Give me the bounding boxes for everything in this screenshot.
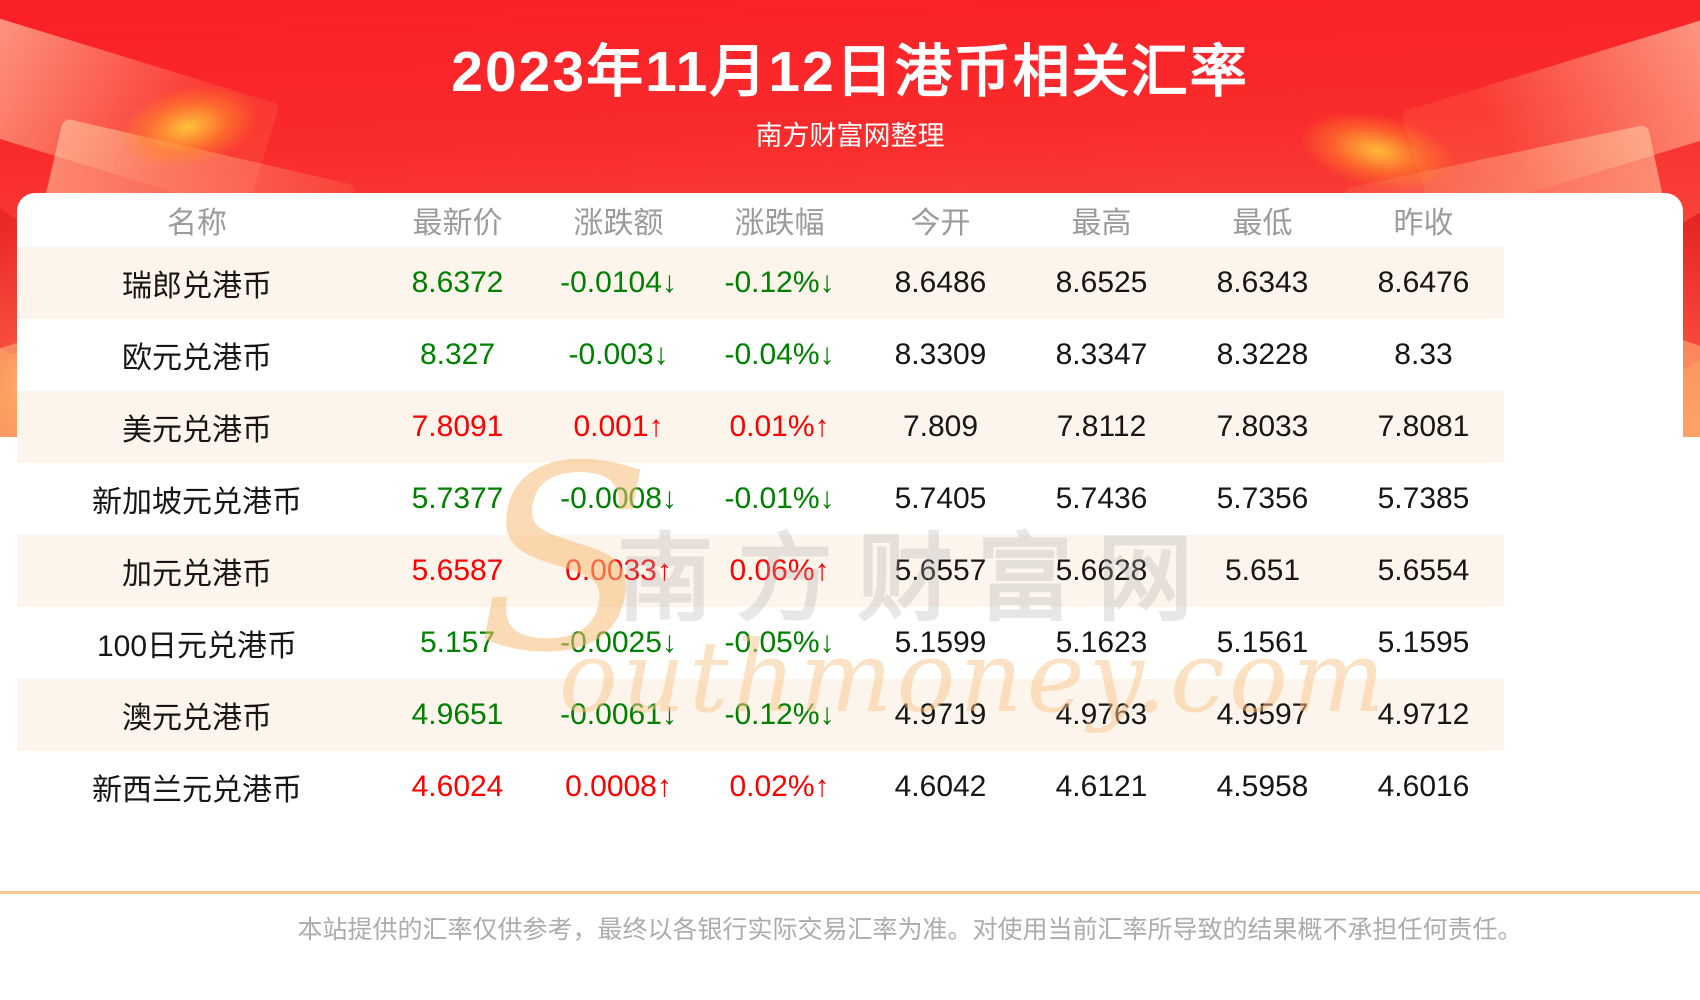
change-amount: -0.0008↓ [560, 482, 677, 515]
open-price: 4.6042 [894, 770, 987, 803]
low-price: 8.6343 [1216, 266, 1309, 299]
currency-pair-name: 瑞郎兑港币 [122, 270, 272, 303]
table-row: 新加坡元兑港币 5.7377 -0.0008↓ -0.01%↓ 5.7405 5… [17, 463, 1504, 535]
change-amount: -0.003↓ [568, 338, 669, 371]
column-header-high: 最高 [1071, 207, 1132, 240]
column-header-low: 最低 [1232, 207, 1293, 240]
high-price: 4.9763 [1055, 698, 1148, 731]
table-row: 欧元兑港币 8.327 -0.003↓ -0.04%↓ 8.3309 8.334… [17, 319, 1504, 391]
latest-price: 5.157 [419, 626, 496, 659]
low-price: 5.651 [1224, 554, 1301, 587]
high-price: 4.6121 [1055, 770, 1148, 803]
column-header-latest: 最新价 [412, 207, 503, 240]
change-percent: 0.02%↑ [729, 770, 830, 803]
change-percent: 0.01%↑ [729, 410, 830, 443]
column-header-name: 名称 [167, 207, 227, 240]
low-price: 7.8033 [1216, 410, 1309, 443]
prev-close-price: 8.33 [1394, 338, 1453, 371]
low-price: 8.3228 [1216, 338, 1309, 371]
table-row: 新西兰元兑港币 4.6024 0.0008↑ 0.02%↑ 4.6042 4.6… [17, 751, 1504, 823]
latest-price: 5.6587 [411, 554, 504, 587]
prev-close-price: 4.6016 [1377, 770, 1470, 803]
change-percent: -0.05%↓ [724, 626, 835, 659]
change-percent: -0.12%↓ [724, 266, 835, 299]
change-amount: -0.0061↓ [560, 698, 677, 731]
low-price: 4.5958 [1216, 770, 1309, 803]
low-price: 5.7356 [1216, 482, 1309, 515]
change-amount: 0.001↑ [573, 410, 664, 443]
open-price: 4.9719 [894, 698, 987, 731]
change-percent: -0.12%↓ [724, 698, 835, 731]
table-row: 澳元兑港币 4.9651 -0.0061↓ -0.12%↓ 4.9719 4.9… [17, 679, 1504, 751]
high-price: 8.3347 [1055, 338, 1148, 371]
rates-card: 名称 最新价 涨跌额 涨跌幅 今开 最高 最低 昨收 瑞郎兑港币 8.6372 … [17, 193, 1683, 823]
high-price: 8.6525 [1055, 266, 1148, 299]
high-price: 7.8112 [1056, 410, 1147, 443]
rates-table: 名称 最新价 涨跌额 涨跌幅 今开 最高 最低 昨收 瑞郎兑港币 8.6372 … [17, 193, 1504, 823]
footer-disclaimer: 本站提供的汇率仅供参考，最终以各银行实际交易汇率为准。对使用当前汇率所导致的结果… [297, 916, 1523, 944]
currency-pair-name: 欧元兑港币 [122, 342, 272, 375]
column-header-prev-close: 昨收 [1393, 207, 1454, 240]
page-subtitle: 南方财富网整理 [755, 121, 945, 151]
currency-pair-name: 新西兰元兑港币 [92, 774, 302, 807]
column-header-change: 涨跌额 [573, 207, 664, 240]
page-title: 2023年11月12日港币相关汇率 [451, 40, 1249, 104]
prev-close-price: 8.6476 [1377, 266, 1470, 299]
prev-close-price: 5.6554 [1377, 554, 1470, 587]
change-percent: 0.06%↑ [729, 554, 830, 587]
open-price: 5.1599 [894, 626, 987, 659]
open-price: 5.6557 [894, 554, 987, 587]
currency-pair-name: 加元兑港币 [122, 558, 272, 591]
change-percent: -0.01%↓ [724, 482, 835, 515]
change-amount: 0.0033↑ [565, 554, 672, 587]
table-row: 美元兑港币 7.8091 0.001↑ 0.01%↑ 7.809 7.8112 … [17, 391, 1504, 463]
high-price: 5.1623 [1055, 626, 1148, 659]
high-price: 5.7436 [1055, 482, 1148, 515]
low-price: 4.9597 [1216, 698, 1309, 731]
column-header-open: 今开 [910, 207, 971, 240]
latest-price: 4.9651 [411, 698, 504, 731]
footer-divider [0, 891, 1700, 894]
prev-close-price: 5.1595 [1377, 626, 1470, 659]
table-row: 100日元兑港币 5.157 -0.0025↓ -0.05%↓ 5.1599 5… [17, 607, 1504, 679]
open-price: 8.6486 [894, 266, 987, 299]
latest-price: 7.8091 [411, 410, 504, 443]
high-price: 5.6628 [1055, 554, 1148, 587]
change-amount: -0.0104↓ [560, 266, 677, 299]
low-price: 5.1561 [1216, 626, 1309, 659]
prev-close-price: 7.8081 [1377, 410, 1470, 443]
latest-price: 5.7377 [411, 482, 504, 515]
table-header-row: 名称 最新价 涨跌额 涨跌幅 今开 最高 最低 昨收 [17, 193, 1504, 247]
change-amount: 0.0008↑ [565, 770, 672, 803]
table-row: 加元兑港币 5.6587 0.0033↑ 0.06%↑ 5.6557 5.662… [17, 535, 1504, 607]
table-row: 瑞郎兑港币 8.6372 -0.0104↓ -0.12%↓ 8.6486 8.6… [17, 247, 1504, 319]
open-price: 5.7405 [894, 482, 987, 515]
currency-pair-name: 美元兑港币 [122, 414, 272, 447]
column-header-change-pct: 涨跌幅 [734, 207, 825, 240]
prev-close-price: 4.9712 [1377, 698, 1470, 731]
currency-pair-name: 澳元兑港币 [122, 702, 272, 735]
currency-pair-name: 100日元兑港币 [96, 630, 298, 663]
latest-price: 4.6024 [411, 770, 504, 803]
currency-pair-name: 新加坡元兑港币 [92, 486, 302, 519]
rates-table-body: 瑞郎兑港币 8.6372 -0.0104↓ -0.12%↓ 8.6486 8.6… [17, 247, 1504, 823]
latest-price: 8.6372 [411, 266, 504, 299]
open-price: 7.809 [902, 410, 979, 443]
change-percent: -0.04%↓ [724, 338, 835, 371]
latest-price: 8.327 [419, 338, 496, 371]
prev-close-price: 5.7385 [1377, 482, 1470, 515]
open-price: 8.3309 [894, 338, 987, 371]
change-amount: -0.0025↓ [560, 626, 677, 659]
